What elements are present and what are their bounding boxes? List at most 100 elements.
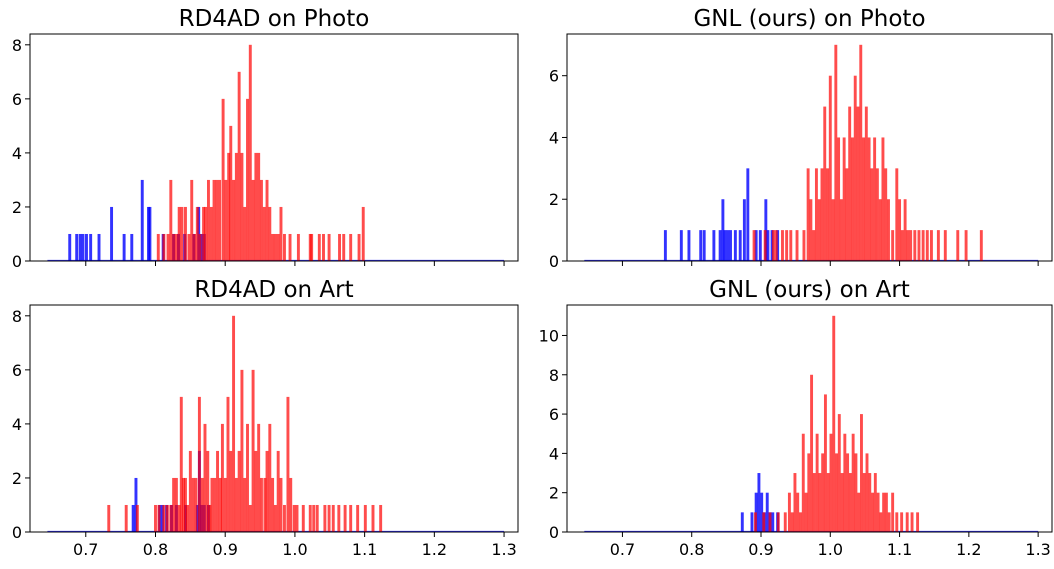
histogram-bar xyxy=(187,233,191,261)
y-tick-label: 0 xyxy=(549,523,559,542)
histogram-bar xyxy=(243,477,247,532)
histogram-bar xyxy=(174,233,178,261)
x-tick-label: 1.0 xyxy=(282,540,307,559)
x-tick-label: 0.8 xyxy=(143,540,168,559)
histogram-bar xyxy=(848,473,852,532)
histogram-bar xyxy=(929,230,933,261)
histogram-bar xyxy=(97,233,101,261)
histogram-bar xyxy=(220,423,224,532)
histogram-bar xyxy=(271,233,275,261)
histogram-bar xyxy=(774,230,778,261)
histogram-bar xyxy=(130,233,134,261)
x-tick-label: 0.9 xyxy=(212,540,237,559)
histogram-bar xyxy=(873,137,877,261)
histogram-bar xyxy=(265,179,269,261)
histogram-bar xyxy=(818,473,822,532)
y-tick-label: 0 xyxy=(549,252,559,271)
histogram-bar xyxy=(758,230,762,261)
y-tick-label: 2 xyxy=(12,469,22,488)
histogram-bar xyxy=(802,230,806,261)
histogram-bar xyxy=(898,199,902,261)
x-tick-label: 1.1 xyxy=(352,540,377,559)
histogram-bar xyxy=(721,199,725,261)
histogram-bar xyxy=(796,492,800,532)
histogram-bar xyxy=(757,473,761,532)
histogram-bar xyxy=(956,230,960,261)
histogram-bar xyxy=(356,504,360,532)
histogram-bar xyxy=(263,477,267,532)
chart-panel-3: RD4AD on Art 0 2 4 6 8 0.7 0.8 0.9 1.0 1.1 1.2 1.3 xyxy=(12,277,519,559)
histogram-bar xyxy=(248,44,252,262)
histogram-bar xyxy=(184,206,187,261)
chart-panel-2: GNL (ours) on Photo 0 2 4 6 xyxy=(549,6,1053,271)
chart-title: GNL (ours) on Art xyxy=(709,277,910,303)
histogram-bar xyxy=(910,512,914,532)
y-tick-label: 2 xyxy=(12,198,22,217)
histogram-bar xyxy=(188,450,192,532)
histogram-bar xyxy=(257,152,261,261)
histogram-bar xyxy=(859,44,863,262)
histogram-bar xyxy=(338,233,341,261)
histogram-bar xyxy=(177,504,181,532)
histogram-bar xyxy=(795,230,799,261)
y-tick-label: 4 xyxy=(12,415,22,434)
histogram-bar xyxy=(826,168,829,261)
histogram-bar xyxy=(166,233,170,261)
histogram-bar xyxy=(296,233,300,261)
histogram-bar xyxy=(807,453,811,532)
histogram-bar xyxy=(289,477,293,532)
x-tick-label: 1.1 xyxy=(887,540,912,559)
histogram-bar xyxy=(879,512,883,532)
x-tick-label: 1.3 xyxy=(1025,540,1050,559)
histogram-bar xyxy=(862,137,865,261)
histogram-bar xyxy=(835,453,838,532)
histogram-bar xyxy=(979,230,983,261)
chart-title: RD4AD on Art xyxy=(194,277,353,303)
histogram-bar xyxy=(162,233,166,261)
histogram-bar xyxy=(248,504,252,532)
histogram-bar xyxy=(843,433,847,532)
x-tick-label: 0.9 xyxy=(748,540,773,559)
histogram-bar xyxy=(254,152,258,261)
histogram-bar xyxy=(851,433,855,532)
histogram-bar xyxy=(851,137,854,261)
histogram-bar xyxy=(89,233,93,261)
histogram-bar xyxy=(154,504,157,532)
histogram-bar xyxy=(234,152,238,261)
histogram-bar xyxy=(723,230,727,261)
histogram-bar xyxy=(286,396,290,532)
histogram-bar xyxy=(107,504,111,532)
histogram-bar xyxy=(162,504,166,532)
histogram-bar xyxy=(806,168,810,261)
histogram-bar xyxy=(259,477,263,532)
histogram-bar xyxy=(862,473,866,532)
x-tick-label: 0.8 xyxy=(679,540,704,559)
histogram-bar xyxy=(823,106,827,261)
histogram-bar xyxy=(679,230,683,261)
y-tick-label: 4 xyxy=(12,144,22,163)
histogram-bar xyxy=(282,233,286,261)
y-tick-label: 8 xyxy=(12,307,22,326)
histogram-bar xyxy=(842,137,846,261)
histogram-bar xyxy=(829,433,833,532)
histogram-bar xyxy=(198,233,202,261)
histogram-bar xyxy=(169,504,173,532)
histogram-bar xyxy=(964,230,968,261)
histogram-bar xyxy=(729,230,732,261)
histogram-bar xyxy=(687,230,691,261)
y-tick-label: 8 xyxy=(12,36,22,55)
histogram-bar xyxy=(832,315,836,532)
histogram-bar xyxy=(191,477,195,532)
histogram-bar xyxy=(856,106,860,261)
histogram-bar xyxy=(210,477,214,532)
histogram-bar xyxy=(216,450,219,532)
histogram-bar xyxy=(317,233,321,261)
histogram-bar xyxy=(268,423,272,532)
histogram-bar xyxy=(718,230,722,261)
histogram-bar xyxy=(322,233,325,261)
histogram-bar xyxy=(172,477,176,532)
histogram-bar xyxy=(876,492,880,532)
y-tick-label: 2 xyxy=(549,484,559,503)
histogram-bar xyxy=(227,152,231,261)
